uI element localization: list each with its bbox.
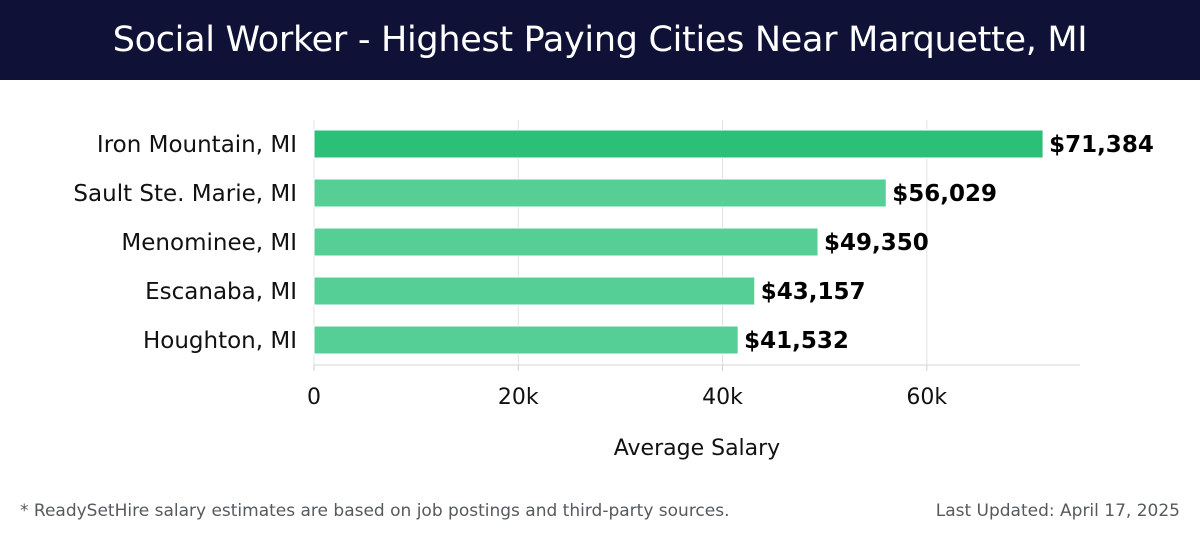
last-updated: Last Updated: April 17, 2025 <box>935 501 1180 521</box>
x-tick-label: 40k <box>702 385 743 410</box>
category-label: Houghton, MI <box>143 328 297 354</box>
bar <box>313 227 819 257</box>
chart-header: Social Worker - Highest Paying Cities Ne… <box>0 0 1200 80</box>
data-label: $41,532 <box>744 328 849 354</box>
footnote: * ReadySetHire salary estimates are base… <box>20 501 730 521</box>
x-tick-label: 0 <box>307 385 321 410</box>
category-label: Sault Ste. Marie, MI <box>73 181 297 207</box>
x-tick-label: 20k <box>498 385 539 410</box>
chart-title: Social Worker - Highest Paying Cities Ne… <box>112 20 1088 60</box>
category-label: Iron Mountain, MI <box>97 132 297 158</box>
category-label: Escanaba, MI <box>145 279 297 305</box>
bar <box>313 178 887 208</box>
bar <box>313 276 756 306</box>
salary-bar-chart: 0 20k 40k 60k Average Salary Iron Mountain, M… <box>73 120 1154 461</box>
data-label: $43,157 <box>761 279 866 305</box>
bar <box>313 129 1044 159</box>
x-tick-label: 60k <box>906 385 947 410</box>
category-label: Menominee, MI <box>121 230 297 256</box>
data-label: $49,350 <box>824 230 929 256</box>
data-label: $56,029 <box>892 181 997 207</box>
data-label: $71,384 <box>1049 132 1154 158</box>
bar <box>313 325 739 355</box>
x-axis-title: Average Salary <box>614 436 780 461</box>
